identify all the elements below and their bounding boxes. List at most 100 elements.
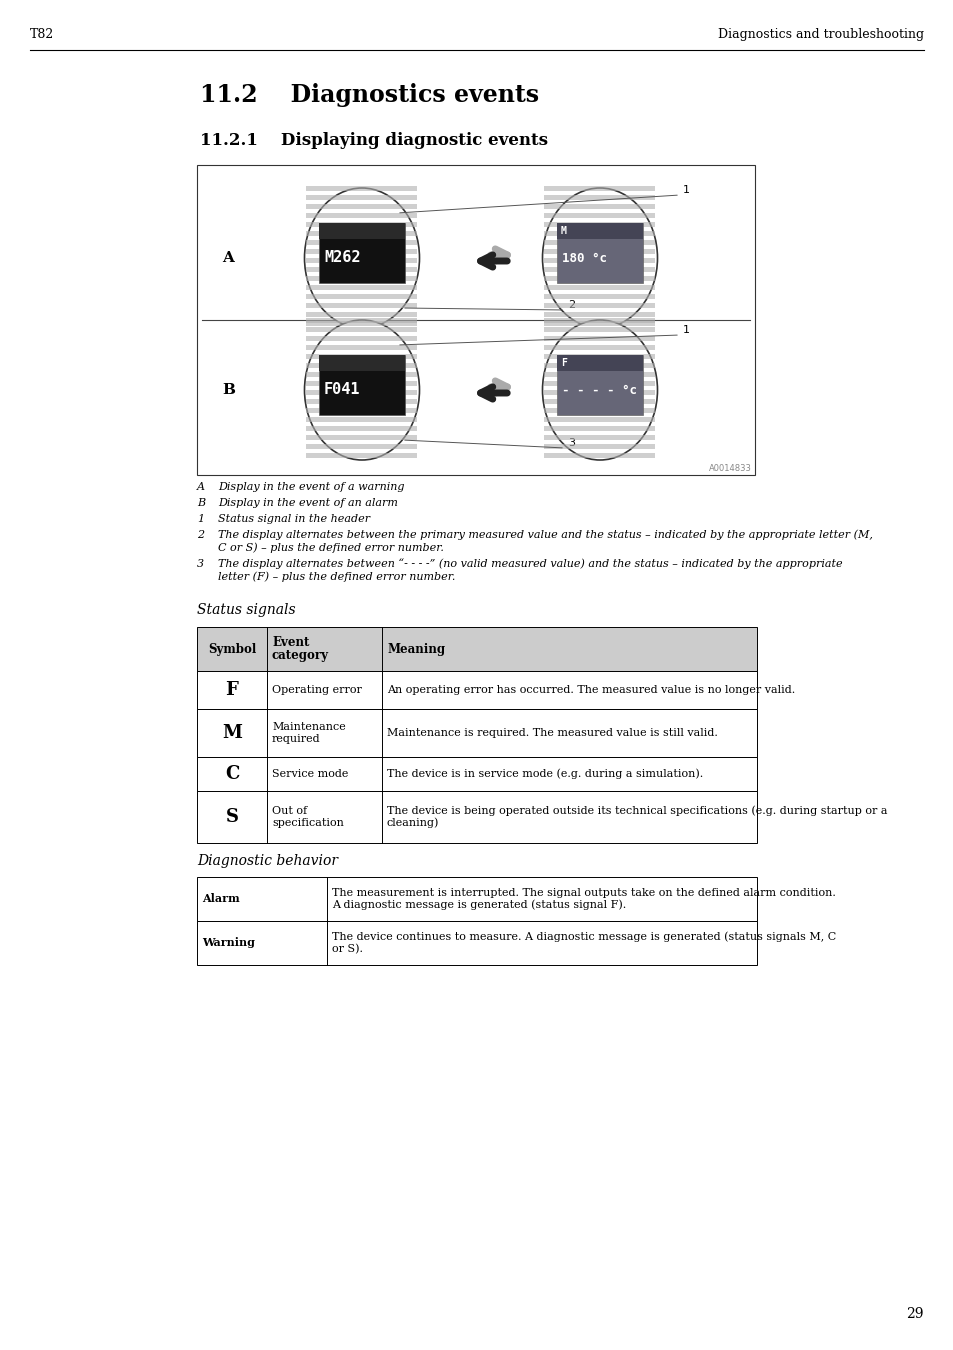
- Bar: [544, 240, 655, 244]
- Bar: [306, 240, 417, 244]
- Ellipse shape: [304, 320, 419, 460]
- Bar: [196, 878, 757, 921]
- Ellipse shape: [542, 188, 657, 328]
- Bar: [196, 757, 757, 791]
- Text: F: F: [560, 358, 566, 369]
- Text: 2: 2: [196, 531, 204, 540]
- Bar: [544, 275, 655, 281]
- Bar: [306, 381, 417, 386]
- Bar: [544, 381, 655, 386]
- Text: 29: 29: [905, 1307, 923, 1322]
- Text: Display in the event of an alarm: Display in the event of an alarm: [218, 498, 397, 508]
- Text: Status signals: Status signals: [196, 603, 295, 617]
- Bar: [306, 454, 417, 458]
- Bar: [306, 275, 417, 281]
- Text: 11.2    Diagnostics events: 11.2 Diagnostics events: [200, 82, 538, 107]
- Bar: [306, 312, 417, 317]
- Bar: [196, 165, 754, 475]
- Bar: [544, 302, 655, 308]
- Bar: [544, 194, 655, 200]
- Bar: [306, 258, 417, 263]
- Bar: [306, 336, 417, 342]
- Bar: [306, 302, 417, 308]
- Text: M: M: [560, 225, 566, 236]
- Bar: [544, 354, 655, 359]
- Text: 2: 2: [567, 300, 575, 310]
- Bar: [306, 267, 417, 271]
- Text: letter (F) – plus the defined error number.: letter (F) – plus the defined error numb…: [218, 571, 455, 582]
- Bar: [306, 373, 417, 377]
- Bar: [544, 427, 655, 431]
- Bar: [544, 408, 655, 413]
- Bar: [318, 355, 405, 414]
- Bar: [306, 248, 417, 254]
- Text: A: A: [222, 251, 233, 265]
- Bar: [318, 223, 405, 284]
- Text: The device is being operated outside its technical specifications (e.g. during s: The device is being operated outside its…: [387, 806, 886, 817]
- Bar: [544, 346, 655, 350]
- Text: Alarm: Alarm: [202, 894, 239, 904]
- Text: Display in the event of a warning: Display in the event of a warning: [218, 482, 404, 491]
- Bar: [544, 312, 655, 317]
- Text: B: B: [196, 498, 205, 508]
- Text: Operating error: Operating error: [272, 684, 361, 695]
- Text: 3: 3: [196, 559, 204, 568]
- Bar: [306, 354, 417, 359]
- Bar: [306, 204, 417, 209]
- Text: A0014833: A0014833: [708, 464, 751, 472]
- Text: 1: 1: [196, 514, 204, 524]
- Bar: [306, 346, 417, 350]
- Text: C: C: [225, 765, 239, 783]
- Text: M262: M262: [324, 251, 360, 266]
- Text: An operating error has occurred. The measured value is no longer valid.: An operating error has occurred. The mea…: [387, 684, 795, 695]
- Bar: [306, 408, 417, 413]
- Text: Event: Event: [272, 636, 309, 649]
- Bar: [544, 204, 655, 209]
- Text: Symbol: Symbol: [208, 643, 255, 656]
- Bar: [544, 248, 655, 254]
- Text: M: M: [222, 724, 242, 742]
- Text: S: S: [225, 809, 238, 826]
- Text: 1: 1: [682, 325, 689, 335]
- Bar: [544, 294, 655, 298]
- Bar: [306, 213, 417, 217]
- Bar: [196, 626, 757, 671]
- Bar: [196, 709, 757, 757]
- Bar: [306, 327, 417, 332]
- Text: The measurement is interrupted. The signal outputs take on the defined alarm con: The measurement is interrupted. The sign…: [332, 888, 835, 898]
- Bar: [544, 213, 655, 217]
- Text: Diagnostics and troubleshooting: Diagnostics and troubleshooting: [717, 28, 923, 40]
- Bar: [557, 355, 642, 371]
- Bar: [544, 363, 655, 369]
- Bar: [544, 444, 655, 450]
- Bar: [544, 390, 655, 396]
- Bar: [306, 363, 417, 369]
- Text: The display alternates between “- - - -” (no valid measured value) and the statu: The display alternates between “- - - -”…: [218, 558, 841, 568]
- Bar: [306, 319, 417, 323]
- Bar: [196, 671, 757, 709]
- Text: 11.2.1    Displaying diagnostic events: 11.2.1 Displaying diagnostic events: [200, 132, 547, 148]
- Bar: [306, 390, 417, 396]
- Bar: [544, 321, 655, 325]
- Text: Service mode: Service mode: [272, 769, 348, 779]
- Text: Meaning: Meaning: [387, 643, 445, 656]
- Text: The device continues to measure. A diagnostic message is generated (status signa: The device continues to measure. A diagn…: [332, 931, 836, 942]
- Bar: [196, 791, 757, 842]
- Text: - - - - °c: - - - - °c: [561, 385, 637, 397]
- Text: or S).: or S).: [332, 944, 363, 954]
- Text: Warning: Warning: [202, 937, 254, 949]
- Text: cleaning): cleaning): [387, 818, 439, 829]
- Text: A diagnostic message is generated (status signal F).: A diagnostic message is generated (statu…: [332, 899, 625, 910]
- Bar: [306, 294, 417, 298]
- Bar: [306, 194, 417, 200]
- Text: The device is in service mode (e.g. during a simulation).: The device is in service mode (e.g. duri…: [387, 768, 702, 779]
- Text: category: category: [272, 648, 329, 662]
- Bar: [318, 223, 405, 239]
- Bar: [306, 427, 417, 431]
- Bar: [557, 223, 642, 239]
- Bar: [544, 319, 655, 323]
- Ellipse shape: [304, 188, 419, 328]
- Text: B: B: [222, 383, 234, 397]
- Bar: [557, 355, 642, 414]
- Bar: [306, 444, 417, 450]
